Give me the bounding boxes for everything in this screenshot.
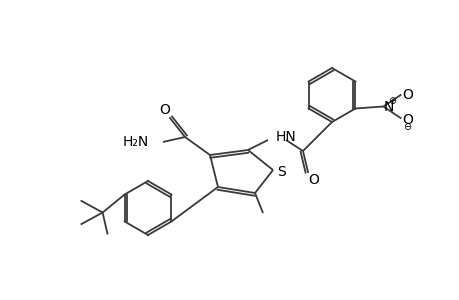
Text: ⊖: ⊖: [403, 122, 410, 131]
Text: O: O: [159, 103, 170, 117]
Text: O: O: [401, 113, 412, 128]
Text: N: N: [382, 100, 393, 113]
Text: O: O: [308, 173, 319, 187]
Text: O: O: [401, 88, 412, 101]
Text: H₂N: H₂N: [123, 135, 149, 149]
Text: S: S: [277, 165, 286, 179]
Text: HN: HN: [275, 130, 296, 144]
Text: ⊕: ⊕: [387, 95, 396, 106]
